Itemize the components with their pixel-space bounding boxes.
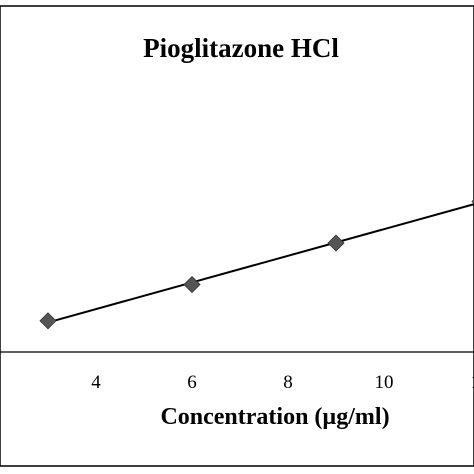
data-point-3 xyxy=(327,234,345,252)
x-tick-label-4: 4 xyxy=(91,372,101,393)
data-point-1 xyxy=(39,312,57,330)
x-tick-label-10: 10 xyxy=(375,372,394,393)
x-tick-label-6: 6 xyxy=(187,372,197,393)
data-markers xyxy=(39,198,474,330)
chart-title: Pioglitazone HCl xyxy=(143,33,339,63)
chart-border xyxy=(0,5,474,467)
data-point-2 xyxy=(183,275,201,294)
trendline xyxy=(47,203,474,324)
x-tick-label-8: 8 xyxy=(283,372,293,393)
x-axis-label: Concentration (µg/ml) xyxy=(160,404,389,430)
x-tick-labels: 4 6 8 10 12 xyxy=(91,372,474,393)
x-tick-label-12: 12 xyxy=(471,372,474,393)
